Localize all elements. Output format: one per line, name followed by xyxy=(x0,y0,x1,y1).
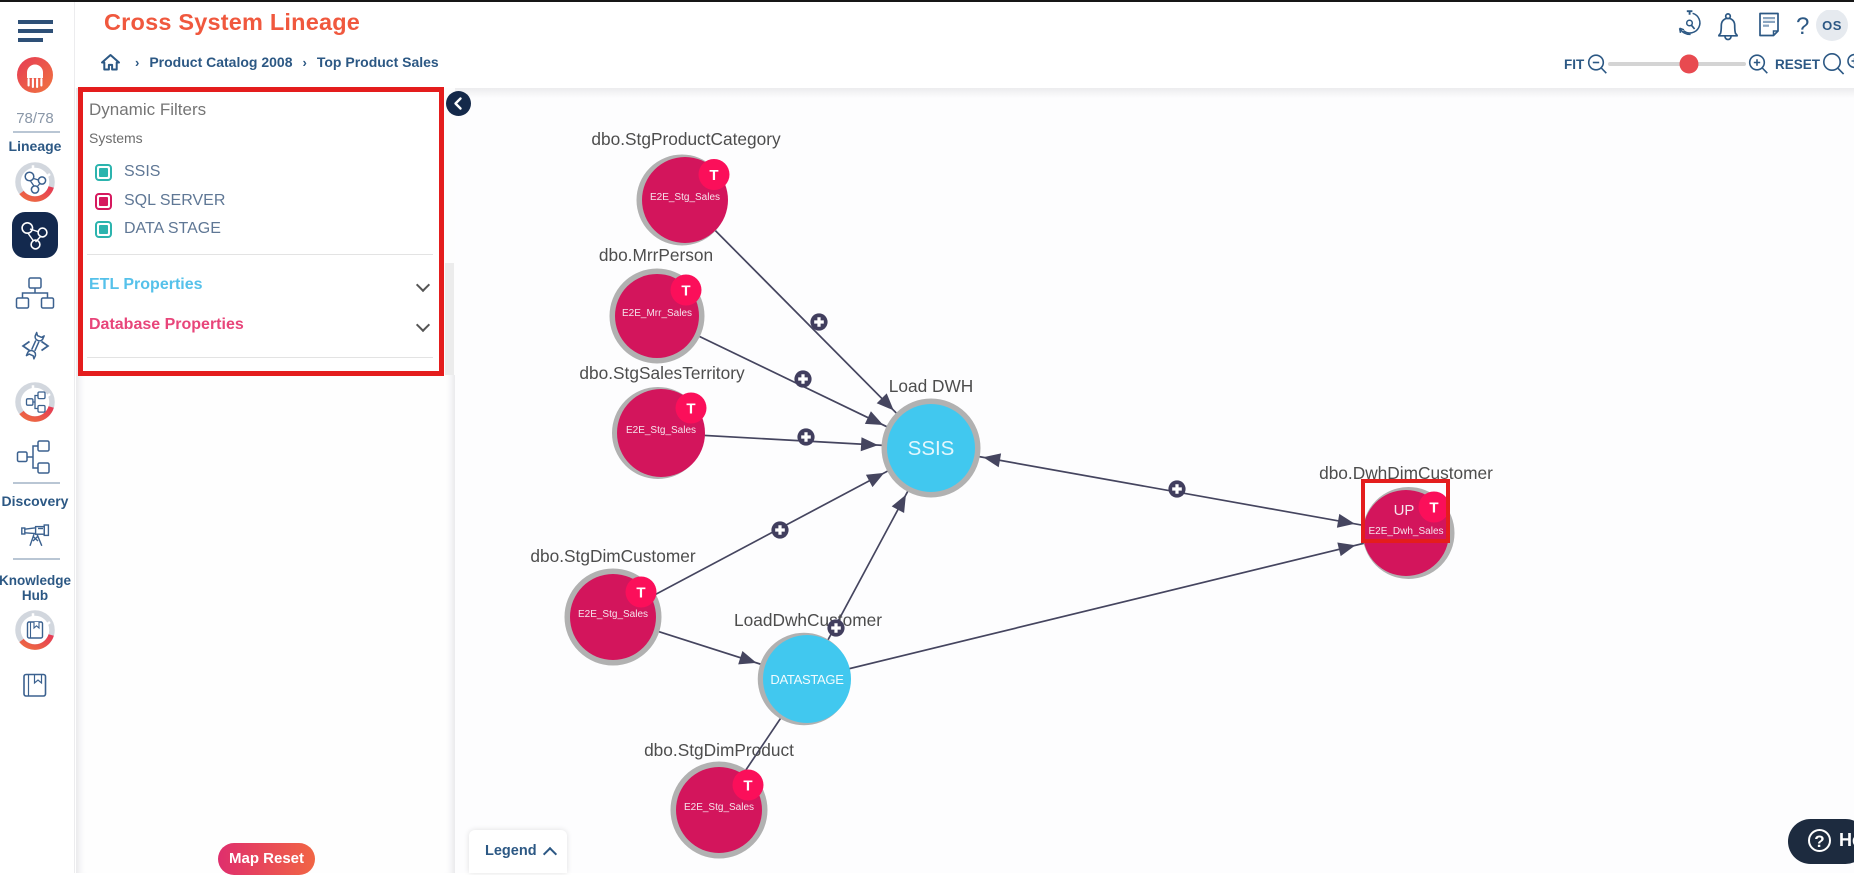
svg-text:Hub: Hub xyxy=(22,588,48,603)
svg-text:Lineage: Lineage xyxy=(9,138,62,154)
svg-text:OS: OS xyxy=(1822,18,1842,33)
svg-text:Discovery: Discovery xyxy=(2,493,69,509)
svg-text:FIT: FIT xyxy=(1564,57,1585,72)
svg-text:Knowledge: Knowledge xyxy=(0,573,71,588)
svg-text:RESET: RESET xyxy=(1775,57,1821,72)
svg-text:?: ? xyxy=(1796,13,1809,40)
svg-text:78/78: 78/78 xyxy=(16,110,54,127)
